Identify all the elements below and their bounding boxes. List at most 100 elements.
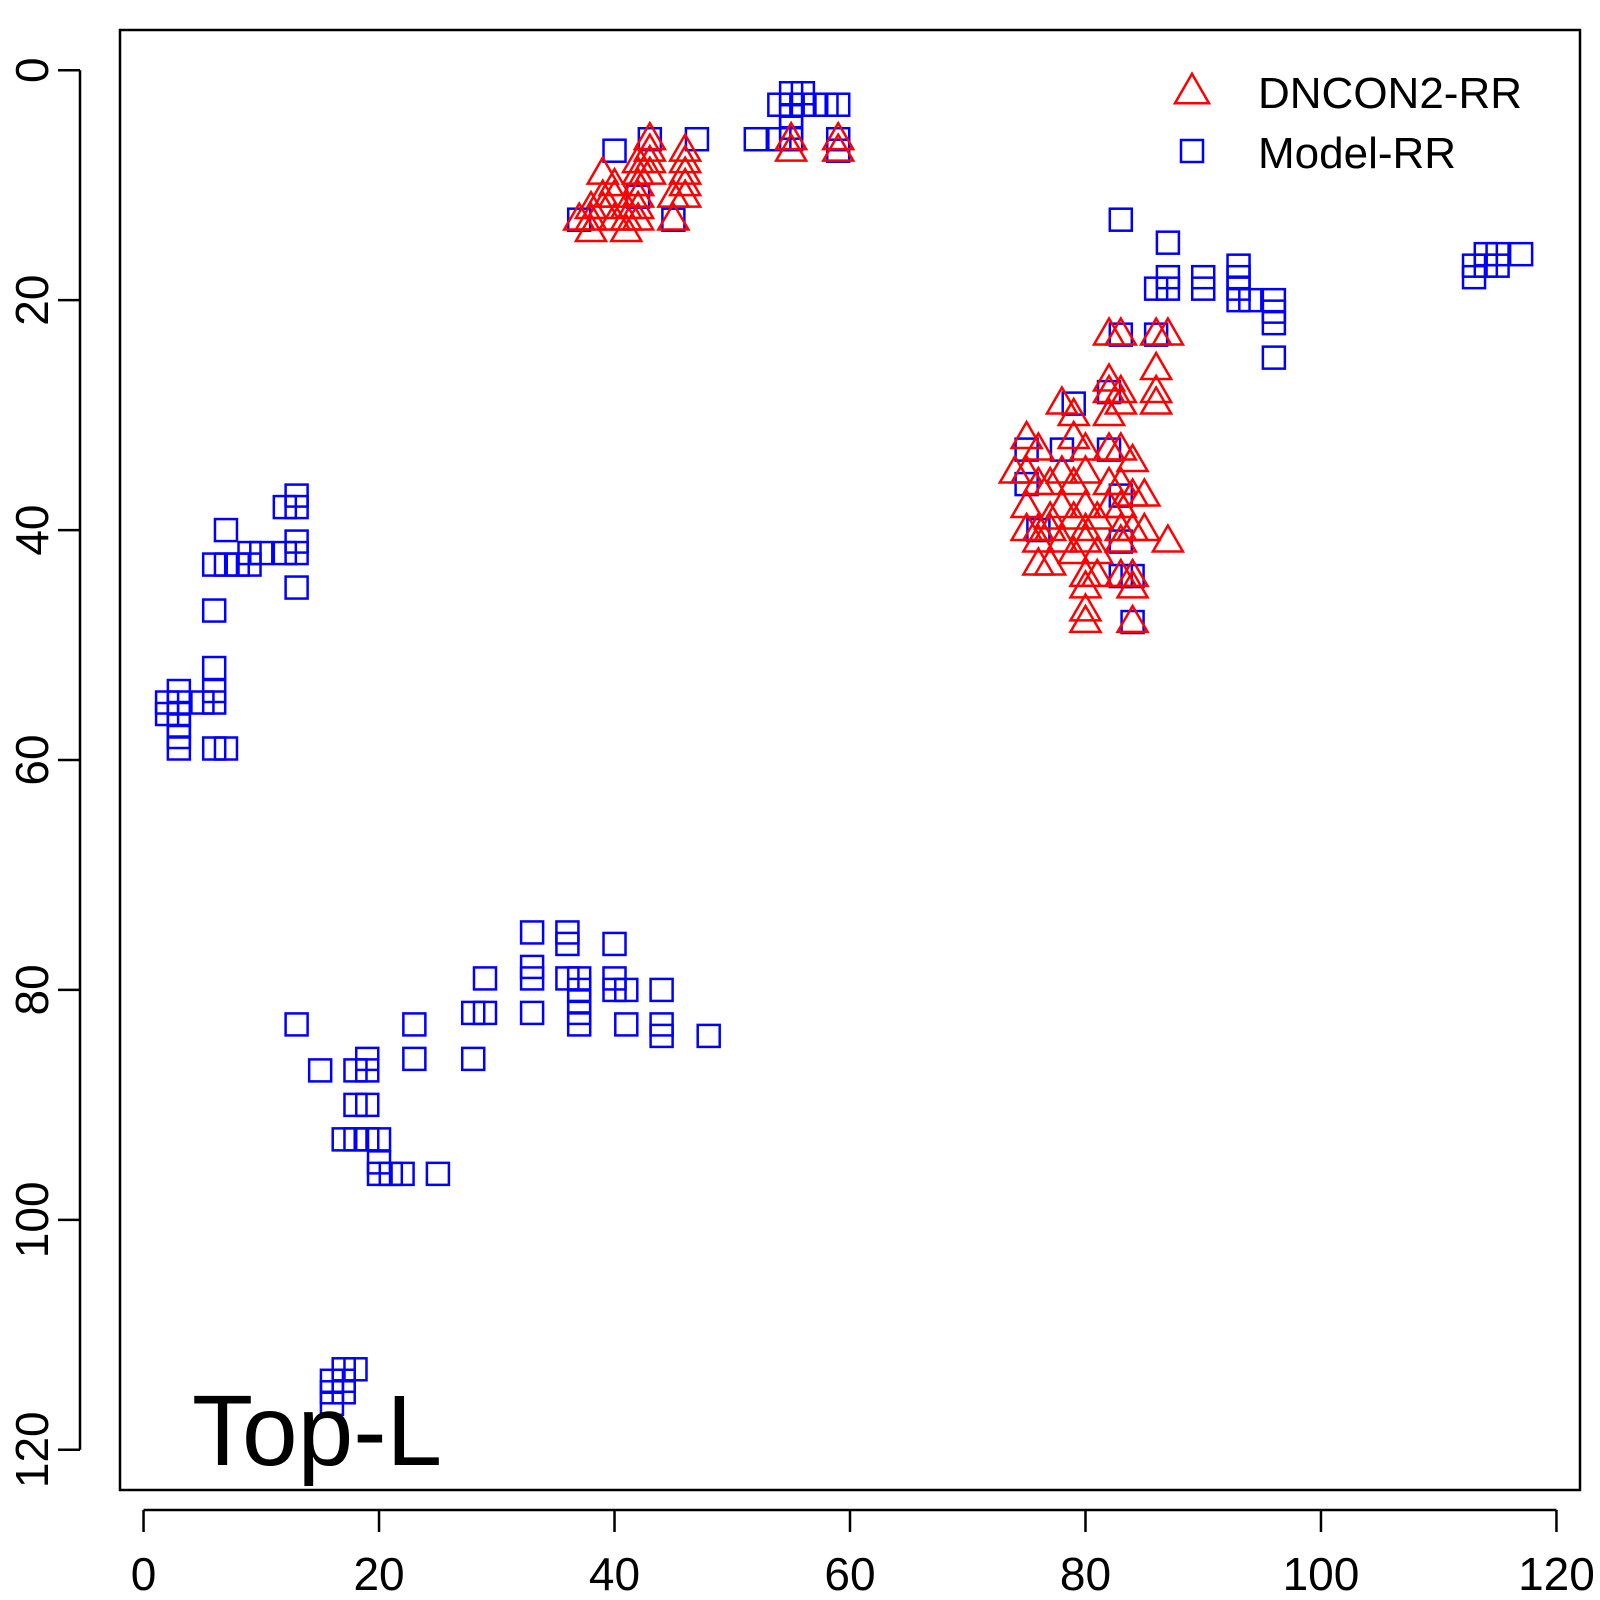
data-point-triangle (1056, 499, 1091, 530)
data-point-triangle (1009, 419, 1044, 450)
data-point-triangle (1044, 488, 1080, 519)
data-point-square (661, 207, 686, 232)
data-point-triangle (1127, 511, 1162, 542)
data-point-square (201, 655, 227, 681)
data-point-square (1238, 287, 1263, 313)
data-point-triangle (1115, 442, 1150, 473)
data-point-triangle (597, 178, 632, 208)
data-point-square (1261, 310, 1287, 336)
data-point-square (284, 1012, 309, 1037)
data-point-triangle (1080, 534, 1115, 565)
data-point-triangle (667, 178, 703, 208)
data-point-square (355, 1058, 380, 1083)
plot-frame (118, 28, 1582, 1492)
data-point-triangle (1138, 350, 1174, 381)
data-point-triangle (773, 132, 809, 162)
data-point-square (1190, 276, 1216, 301)
data-point-square (472, 966, 498, 991)
data-point-triangle (1009, 453, 1044, 484)
x-tick-label: 120 (1518, 1548, 1595, 1600)
data-point-square (1049, 437, 1075, 462)
data-point-triangle (1115, 557, 1150, 588)
data-point-square (1508, 241, 1534, 267)
data-point-square (602, 931, 627, 957)
data-point-square (614, 1012, 639, 1037)
data-point-square (696, 1023, 721, 1049)
series-layer (154, 80, 1534, 1417)
data-point-triangle (821, 132, 856, 162)
data-point-square (602, 138, 627, 163)
data-point-triangle (597, 166, 632, 197)
data-point-square (237, 552, 262, 577)
data-point-square (1155, 230, 1181, 255)
data-point-square (1261, 345, 1287, 370)
data-point-triangle (620, 166, 656, 197)
data-point-square (402, 1012, 427, 1037)
legend: DNCON2-RR Model-RR (1172, 69, 1522, 178)
data-point-triangle (1103, 465, 1138, 496)
data-point-square (555, 931, 580, 957)
data-point-square (402, 1046, 427, 1072)
data-point-triangle (1127, 476, 1162, 507)
y-tick-label: 60 (6, 734, 58, 785)
y-tick-label: 0 (6, 57, 58, 83)
data-point-square (684, 126, 710, 152)
data-point-triangle (1032, 545, 1068, 576)
data-point-square (1143, 276, 1169, 301)
data-point-square (284, 575, 309, 600)
data-point-square (1485, 253, 1510, 278)
data-point-triangle (1032, 511, 1068, 542)
data-point-triangle (1150, 522, 1186, 553)
data-point-square (307, 1058, 333, 1083)
data-point-square (460, 1046, 486, 1072)
data-point-triangle (620, 189, 656, 220)
data-point-square (649, 977, 674, 1003)
data-point-triangle (773, 120, 809, 151)
legend-label-dncon2: DNCON2-RR (1258, 69, 1522, 118)
data-point-triangle (1068, 430, 1103, 461)
y-tick-label: 20 (6, 275, 58, 326)
data-point-square (284, 494, 309, 520)
data-point-triangle (1103, 373, 1138, 404)
x-tick-label: 100 (1283, 1548, 1360, 1600)
data-point-triangle (1103, 488, 1138, 519)
data-point-square (343, 1357, 368, 1382)
legend-marker-square (1179, 138, 1205, 164)
data-point-triangle (1103, 385, 1138, 415)
data-point-triangle (1056, 419, 1091, 450)
data-point-square (1108, 207, 1134, 232)
data-point-triangle (1068, 488, 1103, 519)
data-point-square (272, 540, 298, 566)
data-point-triangle (667, 166, 703, 197)
data-point-triangle (1056, 465, 1091, 496)
data-point-square (425, 1161, 451, 1187)
data-point-square (614, 977, 639, 1003)
data-point-triangle (1068, 568, 1103, 599)
data-point-square (201, 598, 227, 623)
data-point-triangle (1103, 430, 1138, 461)
data-point-square (1120, 609, 1145, 635)
data-point-triangle (573, 212, 609, 243)
data-point-triangle (1150, 316, 1186, 346)
data-point-square (213, 517, 239, 543)
data-point-square (743, 126, 769, 152)
data-point-triangle (632, 143, 668, 174)
data-point-triangle (1044, 385, 1080, 415)
data-point-triangle (667, 143, 703, 174)
data-point-square (825, 92, 851, 117)
x-tick-label: 40 (589, 1548, 640, 1600)
x-tick-label: 80 (1060, 1548, 1111, 1600)
data-point-triangle (1056, 396, 1091, 427)
series-dncon2-rr (562, 120, 1186, 634)
data-point-triangle (1068, 603, 1103, 634)
data-point-triangle (1068, 522, 1103, 553)
y-tick-label: 100 (6, 1181, 58, 1258)
data-point-triangle (585, 189, 620, 220)
data-point-triangle (1021, 522, 1056, 553)
corner-annotation: Top-L (192, 1375, 442, 1487)
data-point-square (519, 966, 545, 991)
data-point-triangle (1091, 396, 1127, 427)
data-point-triangle (609, 212, 644, 243)
data-point-triangle (667, 132, 703, 162)
